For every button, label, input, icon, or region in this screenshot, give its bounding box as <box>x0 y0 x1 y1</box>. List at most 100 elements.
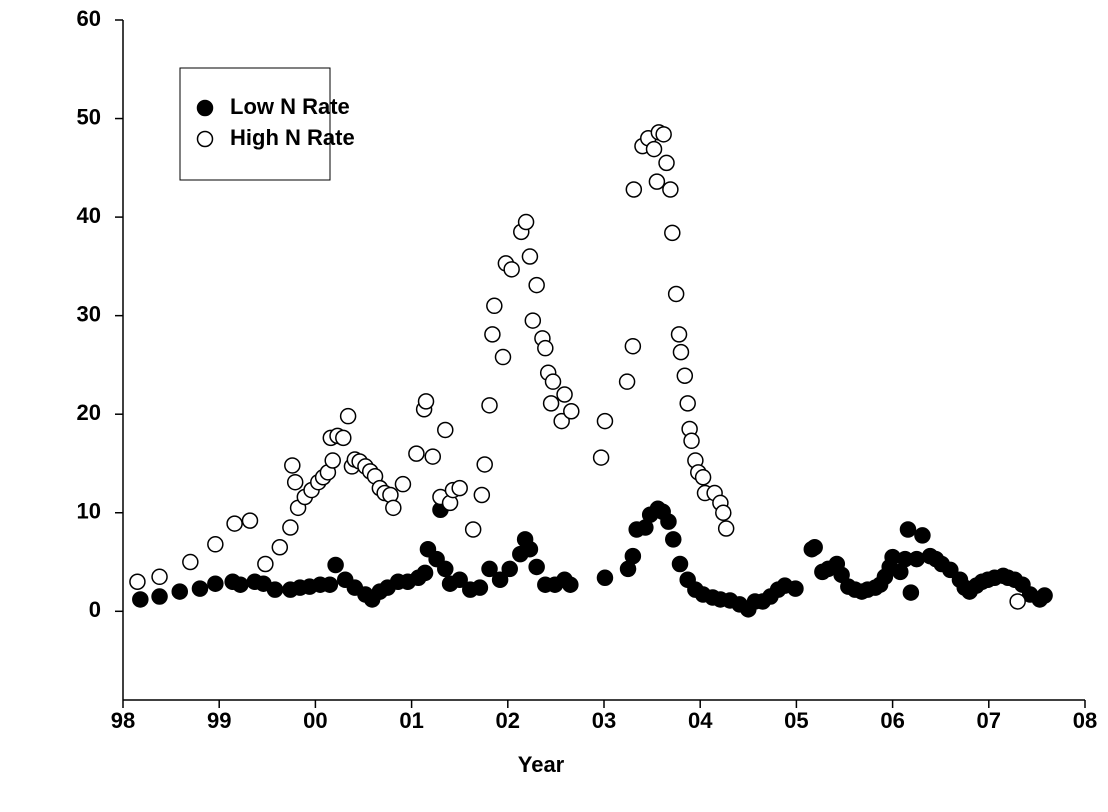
point <box>335 429 352 447</box>
point <box>670 326 688 343</box>
point <box>191 580 209 597</box>
x-tick-label: 08 <box>1073 708 1097 733</box>
y-tick-label: 10 <box>77 499 101 524</box>
legend-box <box>179 67 331 181</box>
legend-label: High N Rate <box>230 125 355 150</box>
point <box>521 540 539 558</box>
point <box>151 588 168 605</box>
point <box>241 512 259 529</box>
x-axis-label: Year <box>518 752 565 777</box>
point <box>664 224 681 242</box>
y-tick-label: 30 <box>77 301 101 326</box>
point <box>660 513 677 530</box>
point <box>473 486 491 504</box>
point <box>1036 587 1053 604</box>
point <box>662 181 679 198</box>
point <box>286 473 304 491</box>
legend-marker <box>196 99 214 117</box>
x-tick-label: 02 <box>496 708 520 733</box>
x-tick-label: 99 <box>207 708 231 733</box>
point <box>385 499 402 517</box>
point <box>232 576 249 593</box>
point <box>207 536 224 553</box>
point <box>327 556 344 574</box>
point <box>563 402 580 420</box>
point <box>207 575 224 592</box>
point <box>528 558 545 576</box>
point <box>694 469 712 486</box>
point <box>942 561 959 579</box>
point <box>562 576 579 593</box>
point <box>908 550 925 568</box>
point <box>524 312 542 329</box>
point <box>596 569 614 587</box>
point <box>486 297 503 315</box>
y-tick-label: 60 <box>77 6 101 31</box>
point <box>129 573 146 590</box>
point <box>484 326 501 343</box>
point <box>266 581 284 598</box>
point <box>914 527 931 544</box>
point <box>182 553 199 571</box>
point <box>451 479 468 497</box>
point <box>787 580 804 597</box>
point <box>625 181 643 198</box>
point <box>408 445 425 462</box>
point <box>464 521 482 538</box>
point <box>451 571 468 589</box>
point <box>665 531 682 548</box>
point <box>658 154 675 172</box>
point <box>667 285 685 303</box>
legend-marker <box>196 130 214 148</box>
x-tick-label: 01 <box>399 708 423 733</box>
point <box>284 457 301 474</box>
y-tick-label: 50 <box>77 104 101 129</box>
point <box>902 584 920 601</box>
point <box>715 504 732 522</box>
point <box>645 140 663 158</box>
x-tick-label: 03 <box>592 708 616 733</box>
point <box>394 475 412 493</box>
point <box>471 579 489 596</box>
x-tick-label: 06 <box>880 708 904 733</box>
point <box>132 591 149 608</box>
y-tick-label: 40 <box>77 203 101 228</box>
point <box>271 538 289 556</box>
point <box>282 519 299 536</box>
point <box>226 515 243 532</box>
point <box>437 421 454 439</box>
point <box>676 367 694 385</box>
point <box>806 538 823 556</box>
point <box>491 571 509 589</box>
point <box>544 373 562 390</box>
point <box>171 583 189 600</box>
y-tick-label: 0 <box>89 597 101 622</box>
point <box>151 568 168 586</box>
point <box>592 449 610 466</box>
point <box>537 339 554 357</box>
point <box>683 432 700 450</box>
point <box>528 276 545 294</box>
point <box>424 448 442 465</box>
point <box>521 248 539 265</box>
point <box>481 560 498 578</box>
point <box>672 343 690 361</box>
y-tick-label: 20 <box>77 400 101 425</box>
point <box>503 261 520 278</box>
x-tick-label: 05 <box>784 708 808 733</box>
point <box>655 126 672 143</box>
point <box>679 395 696 412</box>
point <box>899 521 917 538</box>
point <box>542 395 560 412</box>
point <box>417 393 435 410</box>
point <box>596 412 614 430</box>
point <box>324 452 341 469</box>
point <box>517 213 535 231</box>
point <box>671 555 689 573</box>
point <box>624 337 642 355</box>
point <box>257 555 274 573</box>
point <box>321 576 339 593</box>
point <box>618 373 636 390</box>
point <box>717 520 735 537</box>
x-tick-label: 00 <box>303 708 327 733</box>
